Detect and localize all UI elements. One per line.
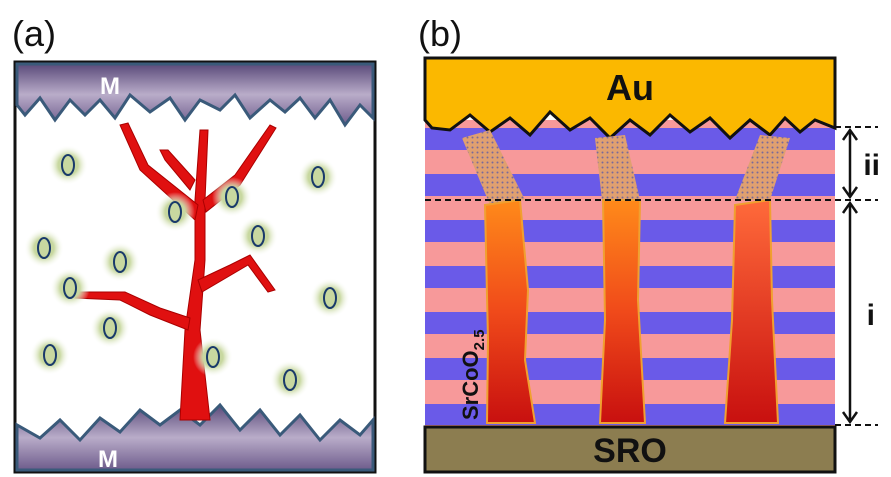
- glow: [155, 192, 195, 232]
- electrode-label: Au: [606, 67, 654, 108]
- glow: [100, 242, 140, 282]
- glow: [90, 308, 130, 348]
- electrode-label: SRO: [593, 432, 667, 470]
- glow: [270, 360, 310, 400]
- panel-a: (a) M M: [12, 13, 375, 473]
- glow: [50, 268, 90, 308]
- panel-label: (a): [12, 13, 56, 54]
- subscript: 2.5: [471, 329, 488, 350]
- glow: [298, 157, 338, 197]
- filament: [600, 200, 645, 423]
- region-label: i: [867, 299, 875, 332]
- arrow-i: [843, 203, 857, 422]
- region-label: ii: [863, 149, 880, 182]
- formula: SrCoO: [458, 350, 483, 420]
- glow: [30, 335, 70, 375]
- arrows: [843, 130, 857, 422]
- panel-label: (b): [418, 13, 462, 54]
- glow: [310, 278, 350, 318]
- glow: [238, 216, 278, 256]
- panel-b: (b) Au SRO SrCoO2.5 ii i: [418, 13, 880, 472]
- glow: [24, 228, 64, 268]
- figure: (a) M M (b) Au SRO SrCoO2.5: [0, 0, 891, 477]
- arrow-ii: [843, 130, 857, 197]
- glow: [48, 145, 88, 185]
- glow: [193, 337, 233, 377]
- glow: [212, 177, 252, 217]
- electrode-label: M: [100, 73, 120, 100]
- electrode-label: M: [98, 446, 118, 473]
